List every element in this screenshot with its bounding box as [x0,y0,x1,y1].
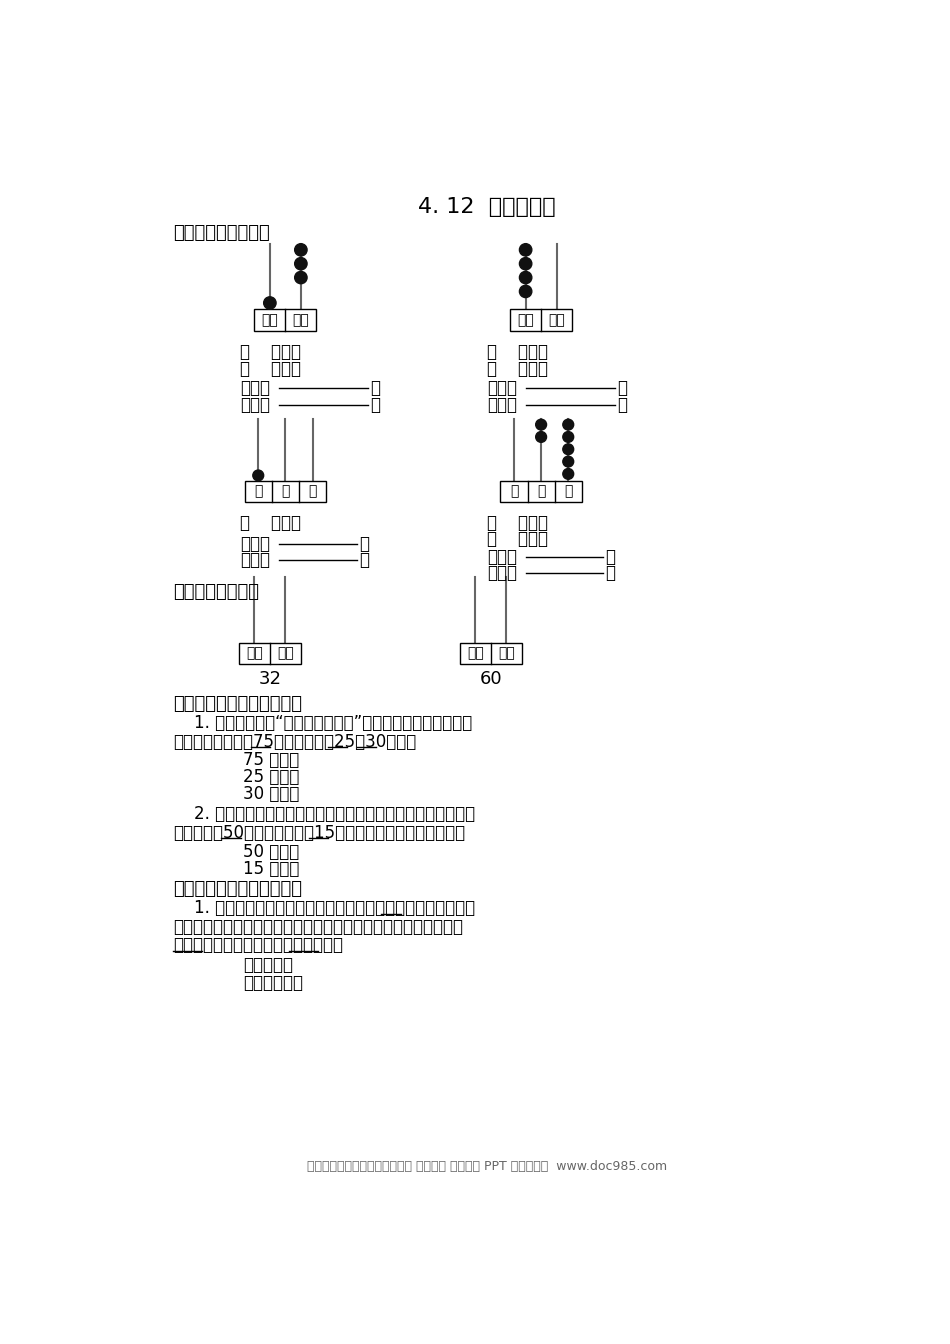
Text: 个位: 个位 [498,646,515,660]
Bar [510,309,572,331]
Circle shape [562,444,574,454]
Text: 十位: 十位 [246,646,263,660]
Text: 写作：: 写作： [486,564,517,582]
Text: 30 读作：: 30 读作： [243,785,299,804]
Text: 。: 。 [618,395,627,414]
Text: 25 读作：: 25 读作： [243,769,299,786]
Text: 。: 。 [370,395,381,414]
Text: 小学、初中、高中各种试卷真题 知识归纳 文案合同 PPT 等免费下载  www.doc985.com: 小学、初中、高中各种试卷真题 知识归纳 文案合同 PPT 等免费下载 www.d… [307,1160,667,1172]
Text: 读作：: 读作： [486,548,517,566]
Text: 读作：: 读作： [240,379,271,398]
Text: 读作：: 读作： [486,379,517,398]
Bar [460,642,522,664]
Circle shape [520,258,532,270]
Circle shape [536,431,546,442]
Text: 六十写作：: 六十写作： [243,956,293,974]
Text: 写作：: 写作： [240,395,271,414]
Text: 4. 12  读数、写数: 4. 12 读数、写数 [418,198,556,218]
Circle shape [562,469,574,480]
Circle shape [294,243,307,255]
Text: （    ）个百: （ ）个百 [240,515,301,532]
Text: 个: 个 [564,485,573,499]
Text: 们曾对一棵望天树进行测量和分析，发现望天树生长得很快，一棵: 们曾对一棵望天树进行测量和分析，发现望天树生长得很快，一棵 [173,918,463,935]
Bar [255,309,316,331]
Text: 二、看数画珠子。: 二、看数画珠子。 [173,583,259,602]
Circle shape [562,419,574,430]
Text: 七十二岁的望天树，竟高达五十三米。: 七十二岁的望天树，竟高达五十三米。 [173,937,343,954]
Text: （    ）个十: （ ）个十 [240,343,301,362]
Text: 写作：: 写作： [240,551,271,569]
Bar [501,481,581,503]
Text: 50 读作：: 50 读作： [243,843,299,862]
Text: 个位: 个位 [548,313,565,327]
Text: （    ）个十: （ ）个十 [486,515,548,532]
Circle shape [520,271,532,284]
Text: 一、看珠子填一填。: 一、看珠子填一填。 [173,224,270,242]
Text: 75 读作：: 75 读作： [243,751,299,769]
Text: 百: 百 [510,485,518,499]
Text: 十位: 十位 [466,646,484,660]
Text: 1. 藏羚羊被称为“可可西里的骄傲”，是我国特有物种。成年: 1. 藏羚羊被称为“可可西里的骄傲”，是我国特有物种。成年 [173,715,472,732]
Text: 读作：: 读作： [240,535,271,552]
Text: 60: 60 [480,669,502,688]
Text: 个位: 个位 [277,646,294,660]
Text: 。: 。 [618,379,627,398]
Text: 三、读出下面横线上的数。: 三、读出下面横线上的数。 [173,695,302,714]
Text: 的种子长制50厘米，质量可制15千克，是植物界最大的种子。: 的种子长制50厘米，质量可制15千克，是植物界最大的种子。 [173,824,466,841]
Circle shape [253,470,264,481]
Text: 十: 十 [281,485,290,499]
Text: 。: 。 [605,548,616,566]
Circle shape [562,456,574,466]
Circle shape [264,297,276,309]
Text: 2. 生长在印度洋塞舌尔群岛上的复椰子树属棕楔复椰子属，它: 2. 生长在印度洋塞舌尔群岛上的复椰子树属棕楔复椰子属，它 [173,805,475,824]
Text: 四、写出下面横线上的数。: 四、写出下面横线上的数。 [173,880,302,898]
Text: 15 读作：: 15 读作： [243,860,299,878]
Text: 32: 32 [258,669,281,688]
Text: 。: 。 [359,551,369,569]
Circle shape [294,258,307,270]
Text: 十位: 十位 [261,313,278,327]
Text: 百: 百 [254,485,262,499]
Bar [245,481,326,503]
Text: 写作：: 写作： [486,395,517,414]
Text: 十位: 十位 [517,313,534,327]
Text: 。: 。 [605,564,616,582]
Text: 个位: 个位 [293,313,310,327]
Text: （    ）个一: （ ）个一 [240,360,301,378]
Circle shape [536,419,546,430]
Text: 1. 望天树是中国的一级保护植物，一般可高达六十米左右。人: 1. 望天树是中国的一级保护植物，一般可高达六十米左右。人 [173,899,475,917]
Text: （    ）个十: （ ）个十 [486,343,548,362]
Text: （    ）个一: （ ）个一 [486,531,548,548]
Text: （    ）个一: （ ）个一 [486,360,548,378]
Text: 雌性藏羚羊身高约75厘米，体重为25～30千克。: 雌性藏羚羊身高约75厘米，体重为25～30千克。 [173,732,416,751]
Text: 。: 。 [359,535,369,552]
Circle shape [562,431,574,442]
Circle shape [520,285,532,297]
Bar [238,642,301,664]
Text: 。: 。 [370,379,381,398]
Circle shape [294,271,307,284]
Text: 七十二写作：: 七十二写作： [243,974,303,992]
Text: 十: 十 [537,485,545,499]
Text: 个: 个 [309,485,316,499]
Circle shape [520,243,532,255]
